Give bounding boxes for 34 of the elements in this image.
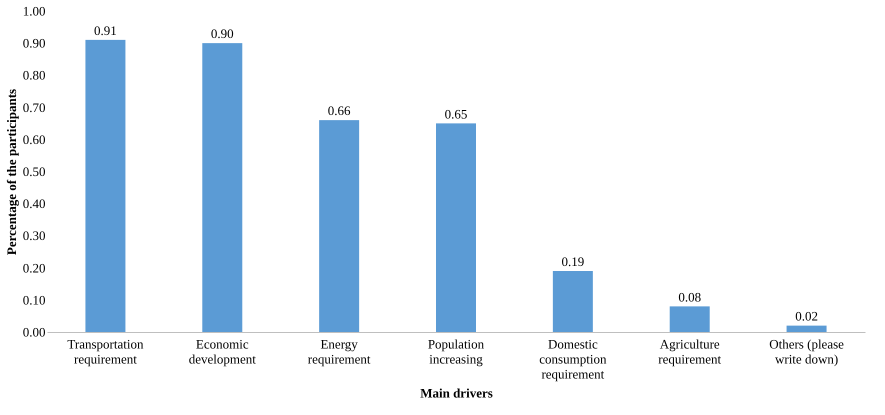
bar (319, 120, 360, 332)
x-tick-label: Others (please write down) (769, 336, 844, 366)
data-label: 0.19 (561, 254, 584, 270)
y-tick-label: 0.80 (22, 68, 46, 83)
data-label: 0.02 (795, 308, 818, 324)
y-tick-label: 0.50 (22, 164, 46, 179)
bar (552, 271, 593, 332)
x-tick-label: Transportation requirement (67, 336, 144, 366)
data-label: 0.91 (94, 22, 117, 38)
y-tick-label: 0.40 (22, 196, 46, 212)
bar (202, 43, 242, 332)
y-tick-label: 0.00 (22, 324, 46, 340)
bar (670, 306, 710, 332)
data-label: 0.90 (210, 26, 234, 42)
x-tick-label: Energy requirement (308, 336, 371, 366)
x-tick-label: Agriculture requirement (658, 336, 722, 366)
y-tick-label: 0.10 (22, 292, 46, 308)
x-tick-label: Domestic consumption requirement (539, 336, 607, 382)
y-tick-label: 0.20 (22, 260, 46, 276)
y-tick-label: 0.60 (22, 132, 46, 147)
bar (786, 326, 827, 332)
bar (436, 123, 476, 332)
y-tick-label: 0.30 (22, 228, 46, 244)
x-tick-label: Economic development (188, 336, 256, 366)
y-tick-label: 1.00 (22, 4, 46, 18)
bar (85, 40, 126, 332)
x-axis-title: Main drivers (420, 386, 493, 400)
data-label: 0.65 (444, 106, 468, 122)
data-label: 0.08 (678, 289, 702, 304)
y-tick-label: 0.70 (22, 100, 46, 115)
data-label: 0.66 (328, 103, 352, 118)
y-tick-label: 0.90 (22, 36, 46, 51)
x-tick-label: Population increasing (428, 336, 485, 366)
y-axis-title: Percentage of the participants (4, 88, 19, 256)
